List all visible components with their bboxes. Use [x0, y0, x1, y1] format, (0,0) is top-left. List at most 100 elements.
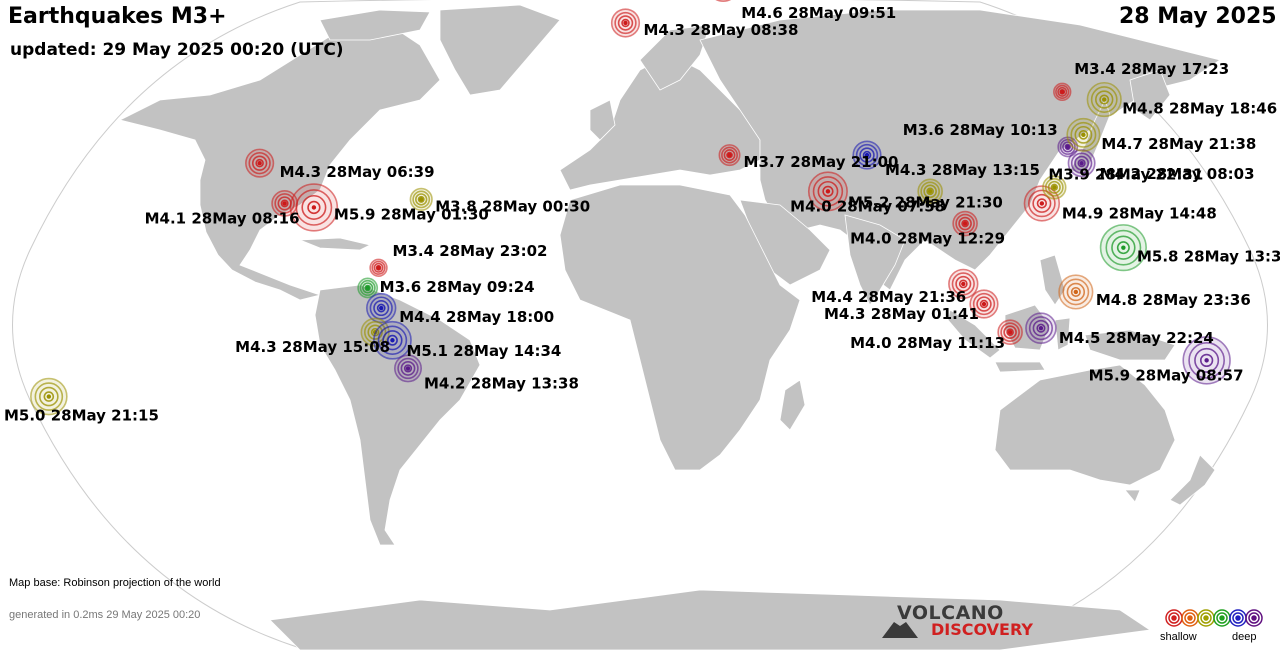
quake-ring	[822, 185, 834, 197]
quake-epicenter	[282, 201, 287, 206]
quake-label: M4.6 28May 09:51	[741, 4, 896, 22]
quake-label: M3.4 28May 17:23	[1074, 60, 1229, 78]
quake-marker[interactable]	[1099, 224, 1147, 272]
quake-ring	[726, 151, 733, 159]
depth-legend: shallow deep	[1160, 606, 1270, 648]
quake-label: M3.8 28May 00:30	[435, 197, 590, 215]
quake-epicenter	[825, 189, 831, 194]
quake-marker[interactable]	[245, 148, 275, 178]
quake-ring	[958, 279, 968, 289]
madagascar	[779, 379, 806, 431]
quake-marker[interactable]	[1053, 82, 1072, 102]
quake-marker[interactable]	[1058, 274, 1094, 310]
quake-marker[interactable]	[1086, 81, 1122, 118]
volcano-discovery-logo[interactable]: VOLCANO DISCOVERY	[880, 602, 1040, 644]
quake-epicenter	[311, 205, 317, 210]
quake-marker[interactable]	[394, 354, 423, 383]
quake-label: M4.3 28May 08:38	[643, 21, 798, 39]
quake-label: M4.8 28May 18:46	[1122, 100, 1277, 118]
quake-marker[interactable]	[852, 140, 882, 170]
quake-marker[interactable]	[997, 319, 1023, 345]
quake-ring	[43, 391, 55, 402]
quake-ring	[377, 325, 408, 355]
quake-label: M3.7 28May 21:00	[744, 153, 899, 171]
quake-marker[interactable]	[708, 0, 739, 2]
quake-marker[interactable]	[917, 178, 943, 205]
quake-ring	[979, 299, 989, 309]
quake-label: M5.2 28May 21:30	[848, 193, 1003, 211]
quake-marker[interactable]	[969, 289, 999, 319]
quake-epicenter	[981, 301, 987, 307]
quake-layer	[30, 0, 1231, 416]
quake-epicenter	[727, 152, 732, 158]
legend-swatch	[1200, 612, 1212, 624]
quake-marker[interactable]	[357, 277, 379, 299]
sumatra	[947, 309, 1001, 359]
page-title: Earthquakes M3+	[8, 4, 227, 29]
scandinavia	[639, 24, 711, 91]
kamchatka	[1129, 69, 1171, 121]
quake-label: M4.2 28May 13:38	[424, 374, 579, 392]
legend-shallow-label: shallow	[1160, 631, 1197, 643]
quake-marker[interactable]	[1182, 336, 1231, 385]
quake-marker[interactable]	[289, 183, 339, 232]
quake-ring	[855, 143, 879, 167]
quake-epicenter	[365, 285, 370, 291]
quake-marker[interactable]	[409, 187, 433, 211]
new-zealand	[1169, 454, 1216, 506]
quake-ring	[376, 303, 386, 313]
quake-marker[interactable]	[373, 320, 412, 360]
quake-epicenter	[1052, 185, 1057, 190]
quake-label: M4.3 28May 15:08	[235, 338, 390, 356]
quake-epicenter	[1102, 97, 1107, 102]
quake-marker[interactable]	[948, 268, 979, 300]
quake-label: M4.0 28May 12:29	[850, 230, 1005, 248]
quake-marker[interactable]	[1066, 117, 1101, 152]
quake-marker[interactable]	[952, 210, 978, 237]
quake-ring	[926, 187, 934, 196]
quake-ring	[1070, 152, 1093, 174]
caribbean	[299, 237, 372, 251]
quake-marker[interactable]	[30, 377, 68, 416]
quake-ring	[359, 279, 376, 296]
quake-label: M4.1 28May 08:16	[145, 209, 300, 227]
quake-ring	[373, 300, 390, 317]
quake-ring	[617, 15, 634, 31]
quake-ring	[621, 18, 630, 28]
quake-marker[interactable]	[718, 144, 741, 167]
quake-ring	[274, 193, 295, 214]
quake-ring	[1062, 278, 1090, 306]
antarctica	[269, 589, 1152, 650]
quake-marker[interactable]	[369, 258, 388, 278]
quake-ring	[1044, 177, 1064, 197]
quake-marker[interactable]	[366, 292, 397, 324]
quake-marker[interactable]	[807, 171, 848, 212]
quake-label: M4.4 28May 18:00	[399, 308, 554, 326]
quake-ring	[1070, 121, 1097, 148]
quake-label: M5.9 28May 08:57	[1089, 366, 1244, 384]
quake-ring	[400, 361, 416, 376]
quake-marker[interactable]	[1067, 149, 1096, 178]
tasmania	[1124, 489, 1141, 503]
quake-ring	[812, 176, 844, 207]
south-america	[314, 284, 481, 546]
quake-ring	[251, 155, 268, 171]
legend-swatch	[1184, 612, 1196, 624]
quake-ring	[923, 184, 937, 199]
date-heading: 28 May 2025	[1119, 4, 1277, 29]
quake-ring	[1105, 229, 1142, 266]
quake-label: M4.4 28May 21:36	[811, 288, 966, 306]
quake-ring	[301, 194, 327, 220]
quake-epicenter	[1065, 144, 1070, 150]
quake-label: M4.2 28May 08:03	[1100, 165, 1255, 183]
quake-marker[interactable]	[1025, 312, 1057, 344]
quake-label: M5.8 28May 13:3	[1137, 248, 1280, 266]
quake-epicenter	[962, 221, 968, 226]
legend-swatch	[1219, 615, 1225, 621]
quake-ring	[369, 296, 393, 320]
quake-marker[interactable]	[610, 8, 641, 38]
quake-ring	[715, 0, 732, 2]
legend-swatch	[1171, 615, 1177, 621]
quake-marker[interactable]	[1042, 175, 1067, 200]
quake-ring	[1111, 235, 1136, 260]
